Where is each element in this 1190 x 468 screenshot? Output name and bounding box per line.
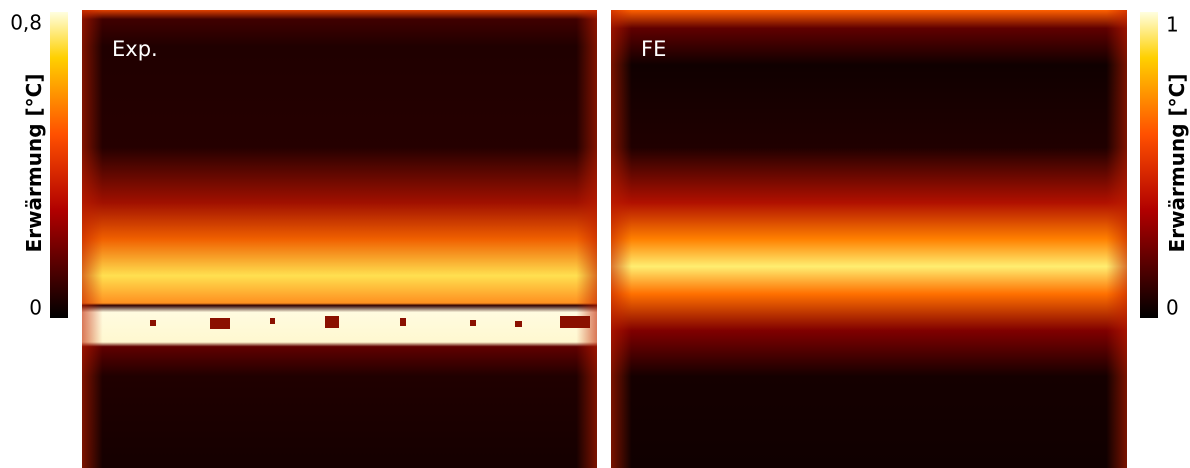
colorbar (50, 12, 68, 318)
figure: 0,8 0 Erwärmung [°C] Exp. FE 1 0 Erwärmu… (0, 0, 1190, 468)
edge-glow (82, 10, 597, 468)
colorbar-title: Erwärmung [°C] (1165, 74, 1189, 253)
panel-label: FE (641, 37, 666, 61)
edge-glow (611, 10, 1127, 468)
tick-label: 0 (1166, 296, 1179, 320)
panel-label: Exp. (112, 37, 158, 61)
tick-label: 1 (1166, 13, 1179, 37)
colorbar (1140, 12, 1158, 318)
tick-label: 0 (29, 296, 42, 320)
colorbar-title: Erwärmung [°C] (22, 74, 46, 253)
tick-label: 0,8 (10, 11, 42, 35)
